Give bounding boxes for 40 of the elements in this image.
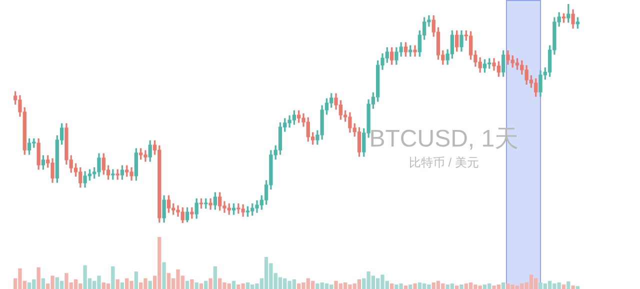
bar xyxy=(460,284,464,289)
bar xyxy=(134,272,138,289)
bar xyxy=(60,280,64,289)
bar xyxy=(213,266,217,289)
bar xyxy=(571,286,575,289)
bar xyxy=(413,283,417,289)
bar xyxy=(232,280,236,289)
bar xyxy=(455,286,459,289)
bar xyxy=(576,286,580,289)
bar xyxy=(408,284,412,289)
text: 比特币 / 美元 xyxy=(408,155,479,170)
bar xyxy=(106,283,110,289)
bar xyxy=(185,280,190,289)
bar xyxy=(111,266,115,289)
bar xyxy=(194,282,198,289)
bar xyxy=(190,279,194,289)
bar xyxy=(166,273,171,289)
bar xyxy=(562,284,566,289)
bar xyxy=(278,277,282,289)
bar xyxy=(74,279,78,289)
bar xyxy=(404,286,408,289)
bar xyxy=(41,278,46,289)
bar xyxy=(162,262,166,289)
bar xyxy=(246,282,250,289)
bar xyxy=(310,280,315,289)
bar xyxy=(515,286,520,289)
bar xyxy=(357,279,362,289)
bar xyxy=(390,283,394,289)
bar xyxy=(199,283,204,289)
bar xyxy=(148,280,152,289)
bar xyxy=(436,280,440,289)
bar xyxy=(501,282,506,289)
bar xyxy=(208,278,212,289)
bar xyxy=(204,280,208,289)
bar xyxy=(120,282,124,289)
bar xyxy=(482,284,487,289)
bar xyxy=(27,282,32,289)
bar xyxy=(36,267,40,289)
bar xyxy=(566,281,570,289)
bar xyxy=(116,279,120,289)
